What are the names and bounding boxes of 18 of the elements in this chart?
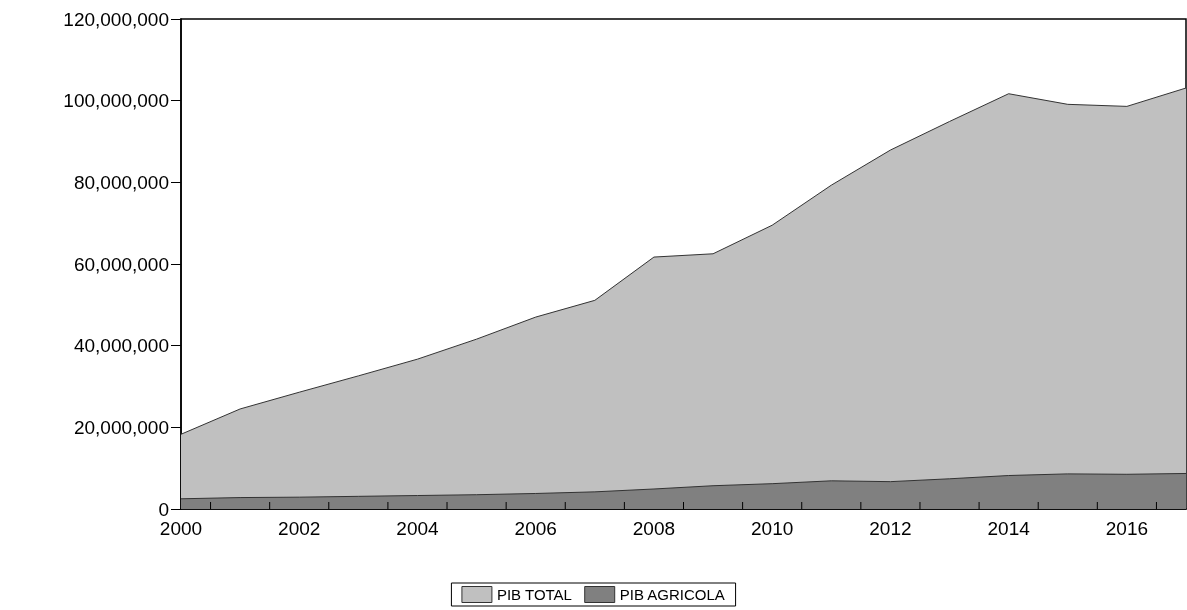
- x-tick-label: 2002: [278, 518, 321, 539]
- y-tick-label: 120,000,000: [63, 8, 169, 30]
- y-tick-label: 0: [158, 498, 169, 520]
- y-tick-label: 100,000,000: [63, 90, 169, 112]
- y-tick-label: 80,000,000: [73, 171, 169, 193]
- y-tick-label: 40,000,000: [73, 335, 169, 357]
- y-tick-label: 60,000,000: [73, 253, 169, 275]
- x-tick-label: 2004: [396, 518, 440, 539]
- x-tick-label: 2006: [514, 518, 557, 539]
- x-tick-label: 2012: [869, 518, 912, 539]
- x-tick-label: 2016: [1105, 518, 1149, 539]
- x-tick-label: 2008: [632, 518, 676, 539]
- y-tick-label: 20,000,000: [73, 416, 169, 438]
- x-tick-label: 2000: [159, 518, 203, 539]
- legend-label: PIB TOTAL: [496, 586, 572, 603]
- legend-label: PIB AGRICOLA: [619, 586, 725, 603]
- x-tick-label: 2010: [751, 518, 794, 539]
- x-tick-label: 2014: [987, 518, 1031, 539]
